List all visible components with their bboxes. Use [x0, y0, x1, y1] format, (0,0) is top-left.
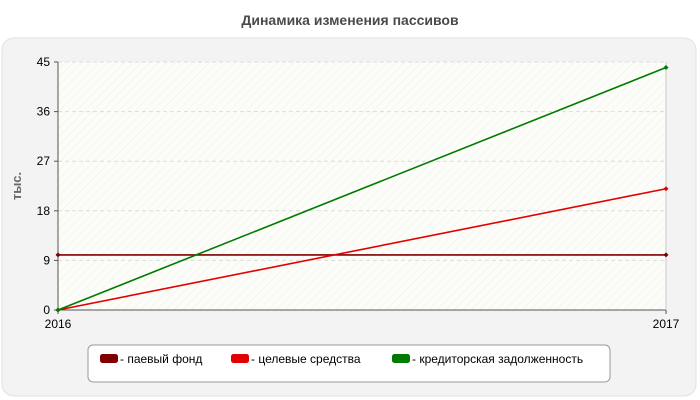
legend-item: - целевые средства — [231, 352, 361, 366]
series-line — [57, 66, 667, 311]
x-tick-label: 2016 — [45, 317, 72, 331]
y-axis-label: тыс. — [9, 172, 24, 200]
legend-swatch — [231, 354, 249, 363]
y-tick-labels: 0 9 18 27 36 45 — [37, 55, 58, 317]
y-tick-label: 18 — [37, 204, 51, 218]
legend-item: - паевый фонд — [100, 352, 202, 366]
data-point — [663, 65, 669, 71]
legend-swatch — [392, 354, 410, 363]
series-lines — [55, 65, 669, 313]
legend-label: - кредиторская задолженность — [412, 352, 583, 366]
data-point — [55, 307, 61, 313]
legend-label: - паевый фонд — [120, 352, 202, 366]
data-point — [663, 186, 669, 192]
series-line — [57, 187, 667, 311]
y-tick-label: 9 — [43, 253, 50, 267]
chart-title: Динамика изменения пассивов — [241, 12, 459, 28]
grid-lines — [58, 61, 666, 261]
x-tick-label: 2017 — [653, 317, 680, 331]
legend-label: - целевые средства — [251, 352, 361, 366]
legend: - паевый фонд - целевые средства - кредито… — [100, 352, 583, 366]
legend-item: - кредиторская задолженность — [392, 352, 583, 366]
legend-box — [87, 344, 611, 383]
y-tick-label: 45 — [37, 55, 51, 69]
data-point — [55, 252, 61, 258]
y-tick-label: 0 — [43, 303, 50, 317]
y-tick-label: 36 — [37, 105, 51, 119]
legend-swatch — [100, 354, 118, 363]
data-point — [663, 252, 669, 258]
plot-area-hatch — [58, 62, 666, 310]
y-tick-label: 27 — [37, 154, 51, 168]
